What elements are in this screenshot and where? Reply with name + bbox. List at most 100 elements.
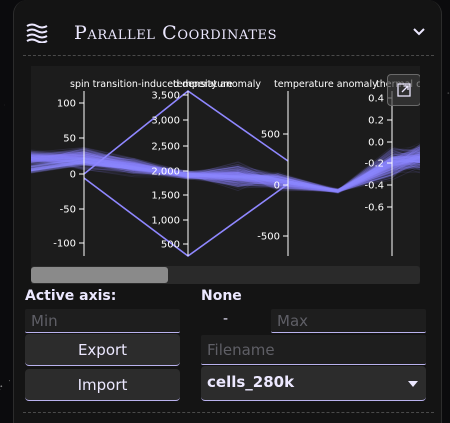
polyline	[31, 160, 420, 192]
polyline	[31, 159, 420, 192]
polyline	[31, 158, 420, 192]
polyline	[31, 149, 420, 193]
polyline	[31, 148, 420, 191]
polyline	[31, 159, 420, 192]
polyline	[31, 153, 420, 190]
axis-1[interactable]: 3,500 3,000 2,500 2,000 1,500 1,000 500 tempera…	[151, 79, 233, 256]
axis-tick-label: 3,000	[151, 116, 180, 127]
axis-tick-label: 3,500	[151, 91, 180, 102]
polyline	[31, 155, 420, 190]
axis-tick-label: -0.2	[364, 159, 384, 170]
polyline	[31, 144, 420, 192]
polyline	[31, 154, 420, 192]
polyline	[31, 148, 420, 193]
polyline	[31, 153, 420, 193]
polyline	[31, 155, 420, 193]
polyline	[31, 151, 420, 191]
polyline	[31, 150, 420, 191]
polyline	[31, 155, 420, 193]
parallel-coordinates-plot[interactable]: 100 50 0 -50 -100 spin transition-induced den…	[31, 66, 420, 284]
polyline	[31, 151, 420, 192]
axis-tick-label: 100	[57, 99, 76, 110]
polyline	[31, 158, 420, 191]
range-min-input[interactable]	[25, 309, 180, 333]
polyline	[31, 157, 420, 192]
polyline	[31, 157, 420, 190]
polyline	[31, 159, 420, 194]
polyline	[31, 151, 420, 194]
polyline	[31, 157, 420, 192]
polyline	[31, 154, 420, 194]
polyline	[31, 148, 420, 193]
polyline	[31, 155, 420, 191]
polyline	[31, 148, 420, 191]
polyline	[31, 154, 420, 191]
polyline	[31, 158, 420, 191]
axis-title: temperature anomaly	[274, 79, 378, 90]
export-button[interactable]: Export	[25, 334, 180, 366]
polyline	[31, 154, 420, 191]
range-separator: -	[223, 311, 229, 327]
polyline	[31, 159, 420, 191]
polyline	[31, 151, 420, 192]
polyline	[31, 147, 420, 192]
range-max-input[interactable]	[271, 309, 426, 333]
panel-header[interactable]: Parallel Coordinates	[14, 0, 441, 55]
import-button[interactable]: Import	[25, 369, 180, 401]
polyline	[31, 150, 420, 191]
polyline	[31, 154, 420, 192]
polyline	[31, 146, 420, 193]
polyline	[31, 146, 420, 191]
polyline	[31, 153, 420, 193]
polyline	[31, 157, 420, 191]
polyline	[31, 156, 420, 193]
polyline	[31, 155, 420, 194]
chevron-down-icon[interactable]	[412, 26, 426, 38]
polyline	[31, 151, 420, 194]
plot-horizontal-scrollbar[interactable]	[31, 266, 420, 284]
polyline	[31, 147, 420, 191]
polyline	[31, 148, 420, 191]
polyline	[31, 155, 420, 192]
polyline	[31, 149, 420, 191]
polyline	[31, 151, 420, 193]
polyline	[31, 151, 420, 191]
polyline	[31, 155, 420, 192]
polyline	[31, 154, 420, 191]
polyline	[31, 153, 420, 192]
polyline	[31, 157, 420, 191]
polyline	[31, 148, 420, 192]
axis-2[interactable]: 500 0 -500 temperature anomaly	[257, 79, 378, 256]
filename-input[interactable]	[201, 335, 426, 365]
expand-icon	[397, 83, 411, 97]
polyline	[31, 155, 420, 192]
polyline	[31, 150, 420, 192]
polyline	[31, 157, 420, 192]
scrollbar-thumb[interactable]	[31, 267, 168, 283]
polyline	[31, 149, 420, 192]
polyline	[31, 152, 420, 193]
polyline	[31, 155, 420, 193]
polyline	[31, 154, 420, 192]
axis-tick-label: -0.4	[364, 181, 384, 192]
polyline	[31, 148, 420, 192]
polyline	[31, 158, 420, 192]
expand-button[interactable]	[387, 74, 420, 106]
polyline	[31, 155, 420, 191]
polyline	[31, 146, 420, 191]
polyline	[31, 151, 420, 192]
polyline	[31, 148, 420, 191]
polyline	[31, 148, 420, 192]
polyline	[31, 150, 420, 193]
dataset-select[interactable]: cells_280k	[201, 366, 426, 401]
polyline	[31, 148, 420, 192]
polyline	[31, 151, 420, 192]
polyline	[31, 149, 420, 192]
polyline	[31, 156, 420, 192]
polyline	[31, 151, 420, 193]
polyline	[31, 151, 420, 191]
polyline	[31, 155, 420, 193]
axis-tick-label: 500	[261, 130, 280, 141]
